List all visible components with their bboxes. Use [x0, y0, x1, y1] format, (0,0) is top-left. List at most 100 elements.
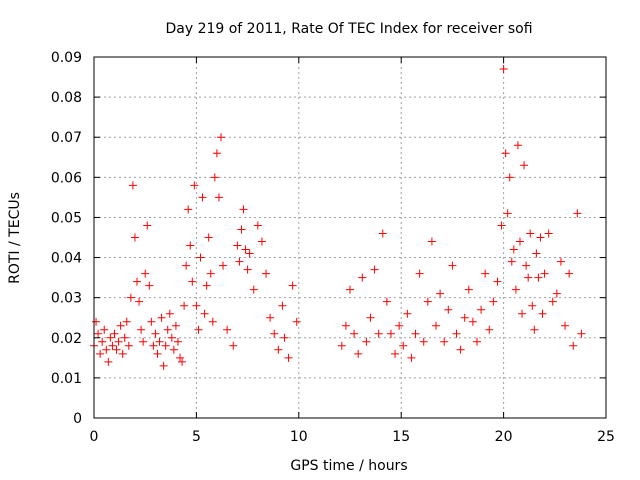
data-point	[524, 273, 533, 282]
data-point	[141, 269, 150, 278]
x-tick-label: 25	[597, 429, 615, 445]
data-point	[120, 333, 129, 342]
data-point	[513, 141, 522, 150]
data-point	[526, 229, 535, 238]
data-point	[98, 337, 107, 346]
data-point	[511, 285, 520, 294]
data-point	[350, 329, 359, 338]
data-point	[497, 221, 506, 230]
data-point	[212, 149, 221, 158]
data-point	[460, 313, 469, 322]
data-point	[522, 261, 531, 270]
y-tick-label: 0.05	[51, 210, 82, 226]
data-point	[520, 161, 529, 170]
data-point	[94, 329, 103, 338]
data-point	[440, 337, 449, 346]
data-point	[198, 193, 207, 202]
data-point	[122, 317, 131, 326]
data-point	[561, 321, 570, 330]
data-point	[444, 305, 453, 314]
y-tick-label: 0.01	[51, 371, 82, 387]
data-point	[167, 333, 176, 342]
data-point	[176, 353, 185, 362]
data-point	[124, 341, 133, 350]
data-point	[378, 229, 387, 238]
data-point	[151, 329, 160, 338]
data-point	[552, 289, 561, 298]
data-point	[126, 293, 135, 302]
data-point	[173, 337, 182, 346]
data-point	[157, 313, 166, 322]
data-point	[501, 149, 510, 158]
y-tick-label: 0.09	[51, 50, 82, 66]
data-point	[149, 341, 158, 350]
data-point	[448, 261, 457, 270]
data-point	[237, 225, 246, 234]
data-point	[116, 321, 125, 330]
data-point	[366, 313, 375, 322]
data-point	[565, 269, 574, 278]
y-tick-label: 0.04	[51, 251, 82, 267]
data-point	[206, 269, 215, 278]
data-point	[133, 277, 142, 286]
data-point	[395, 321, 404, 330]
data-point	[229, 341, 238, 350]
y-tick-label: 0	[73, 411, 82, 427]
data-point	[219, 261, 228, 270]
data-point	[112, 345, 121, 354]
data-point	[485, 325, 494, 334]
data-point	[573, 209, 582, 218]
data-point	[114, 337, 123, 346]
data-point	[214, 193, 223, 202]
data-point	[536, 233, 545, 242]
data-point	[169, 345, 178, 354]
data-point	[507, 257, 516, 266]
data-point	[96, 349, 105, 358]
y-tick-label: 0.03	[51, 291, 82, 307]
data-point	[128, 181, 137, 190]
data-point	[341, 321, 350, 330]
data-point	[468, 317, 477, 326]
data-point	[503, 209, 512, 218]
data-point	[427, 237, 436, 246]
data-point	[337, 341, 346, 350]
data-point	[92, 317, 101, 326]
data-point	[432, 321, 441, 330]
data-point	[194, 325, 203, 334]
plot-frame	[93, 56, 607, 419]
data-point	[145, 281, 154, 290]
x-tick-label: 5	[192, 429, 201, 445]
data-point	[202, 281, 211, 290]
data-point	[499, 65, 508, 74]
data-point	[243, 265, 252, 274]
data-point	[423, 297, 432, 306]
data-point	[518, 309, 527, 318]
x-tick-label: 0	[90, 429, 99, 445]
data-point	[544, 229, 553, 238]
data-point	[464, 285, 473, 294]
data-point	[106, 333, 115, 342]
data-point	[456, 345, 465, 354]
data-point	[556, 257, 565, 266]
data-point	[515, 237, 524, 246]
data-point	[262, 269, 271, 278]
y-tick-label: 0.06	[51, 170, 82, 186]
data-point	[382, 297, 391, 306]
data-point	[180, 301, 189, 310]
x-axis-label: GPS time / hours	[290, 458, 407, 474]
data-point	[419, 337, 428, 346]
data-point	[208, 317, 217, 326]
data-point	[130, 233, 139, 242]
data-point	[411, 329, 420, 338]
data-point	[135, 297, 144, 306]
data-point	[374, 329, 383, 338]
data-point	[270, 329, 279, 338]
data-point	[182, 261, 191, 270]
data-point	[196, 253, 205, 262]
data-point	[153, 349, 162, 358]
data-point	[216, 133, 225, 142]
data-point	[108, 341, 117, 350]
data-point	[118, 349, 127, 358]
